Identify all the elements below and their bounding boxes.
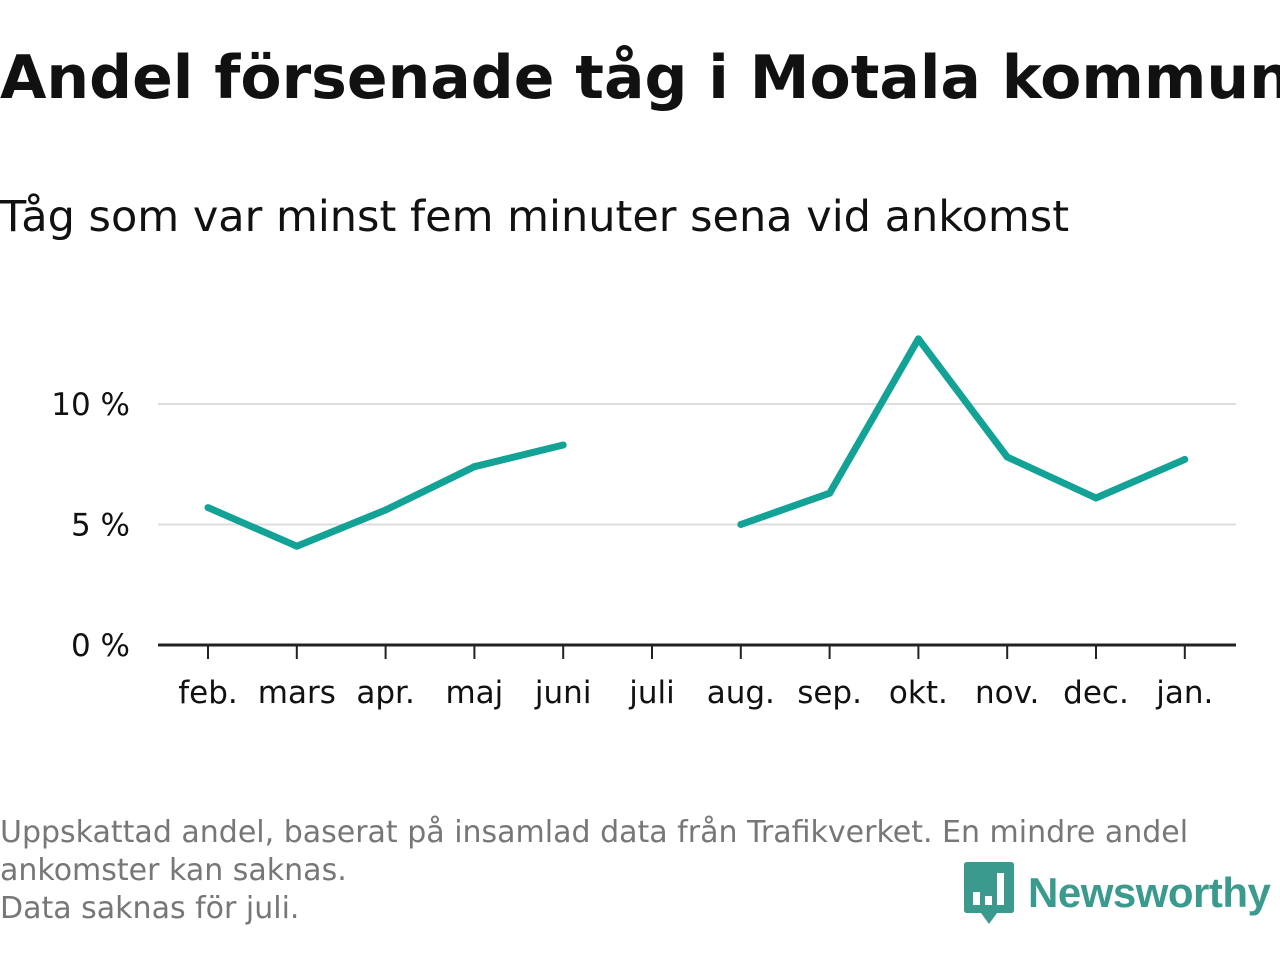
- x-tick-label: mars: [258, 675, 336, 711]
- newsworthy-bar-chart-icon: [964, 862, 1014, 924]
- y-tick-label: 0 %: [71, 628, 130, 664]
- footnote: Uppskattad andel, baserat på insamlad da…: [0, 814, 1270, 928]
- data-point: [826, 489, 834, 497]
- data-point: [914, 335, 922, 343]
- data-point: [559, 441, 567, 449]
- data-point: [293, 542, 301, 550]
- x-tick-label: maj: [445, 675, 503, 711]
- data-point: [470, 463, 478, 471]
- data-point: [204, 504, 212, 512]
- x-tick-label: okt.: [889, 675, 948, 711]
- x-tick-label: nov.: [975, 675, 1039, 711]
- x-tick-label: aug.: [707, 675, 775, 711]
- x-tick-label: juli: [628, 675, 675, 711]
- line-chart: 0 % 5 % 10 % feb. mars apr. maj juni juli aug. sep…: [51, 335, 1236, 711]
- series-line: [206, 335, 1187, 550]
- chart-title: Andel försenade tåg i Motala kommun: [0, 43, 1280, 113]
- y-tick-label: 5 %: [71, 508, 130, 544]
- chart-subtitle: Tåg som var minst fem minuter sena vid a…: [0, 192, 1070, 242]
- x-tick-label: dec.: [1063, 675, 1129, 711]
- x-tick-label: feb.: [178, 675, 238, 711]
- x-tick-label: juni: [534, 675, 592, 711]
- y-tick-label: 10 %: [51, 387, 130, 423]
- x-tick-label: jan.: [1155, 675, 1213, 711]
- footnote-line-3: Data saknas för juli.: [0, 891, 300, 926]
- data-point: [1092, 494, 1100, 502]
- footnote-line-1: Uppskattad andel, baserat på insamlad da…: [0, 815, 1189, 850]
- data-point: [1003, 453, 1011, 461]
- data-point: [737, 521, 745, 528]
- logo-text: Newsworthy: [1028, 869, 1271, 916]
- x-tick-label: sep.: [797, 675, 862, 711]
- data-point: [1181, 455, 1189, 463]
- newsworthy-logo: Newsworthy: [964, 862, 1271, 924]
- footnote-line-2: ankomster kan saknas.: [0, 853, 347, 888]
- data-point: [382, 506, 390, 514]
- x-tick-label: apr.: [356, 675, 414, 711]
